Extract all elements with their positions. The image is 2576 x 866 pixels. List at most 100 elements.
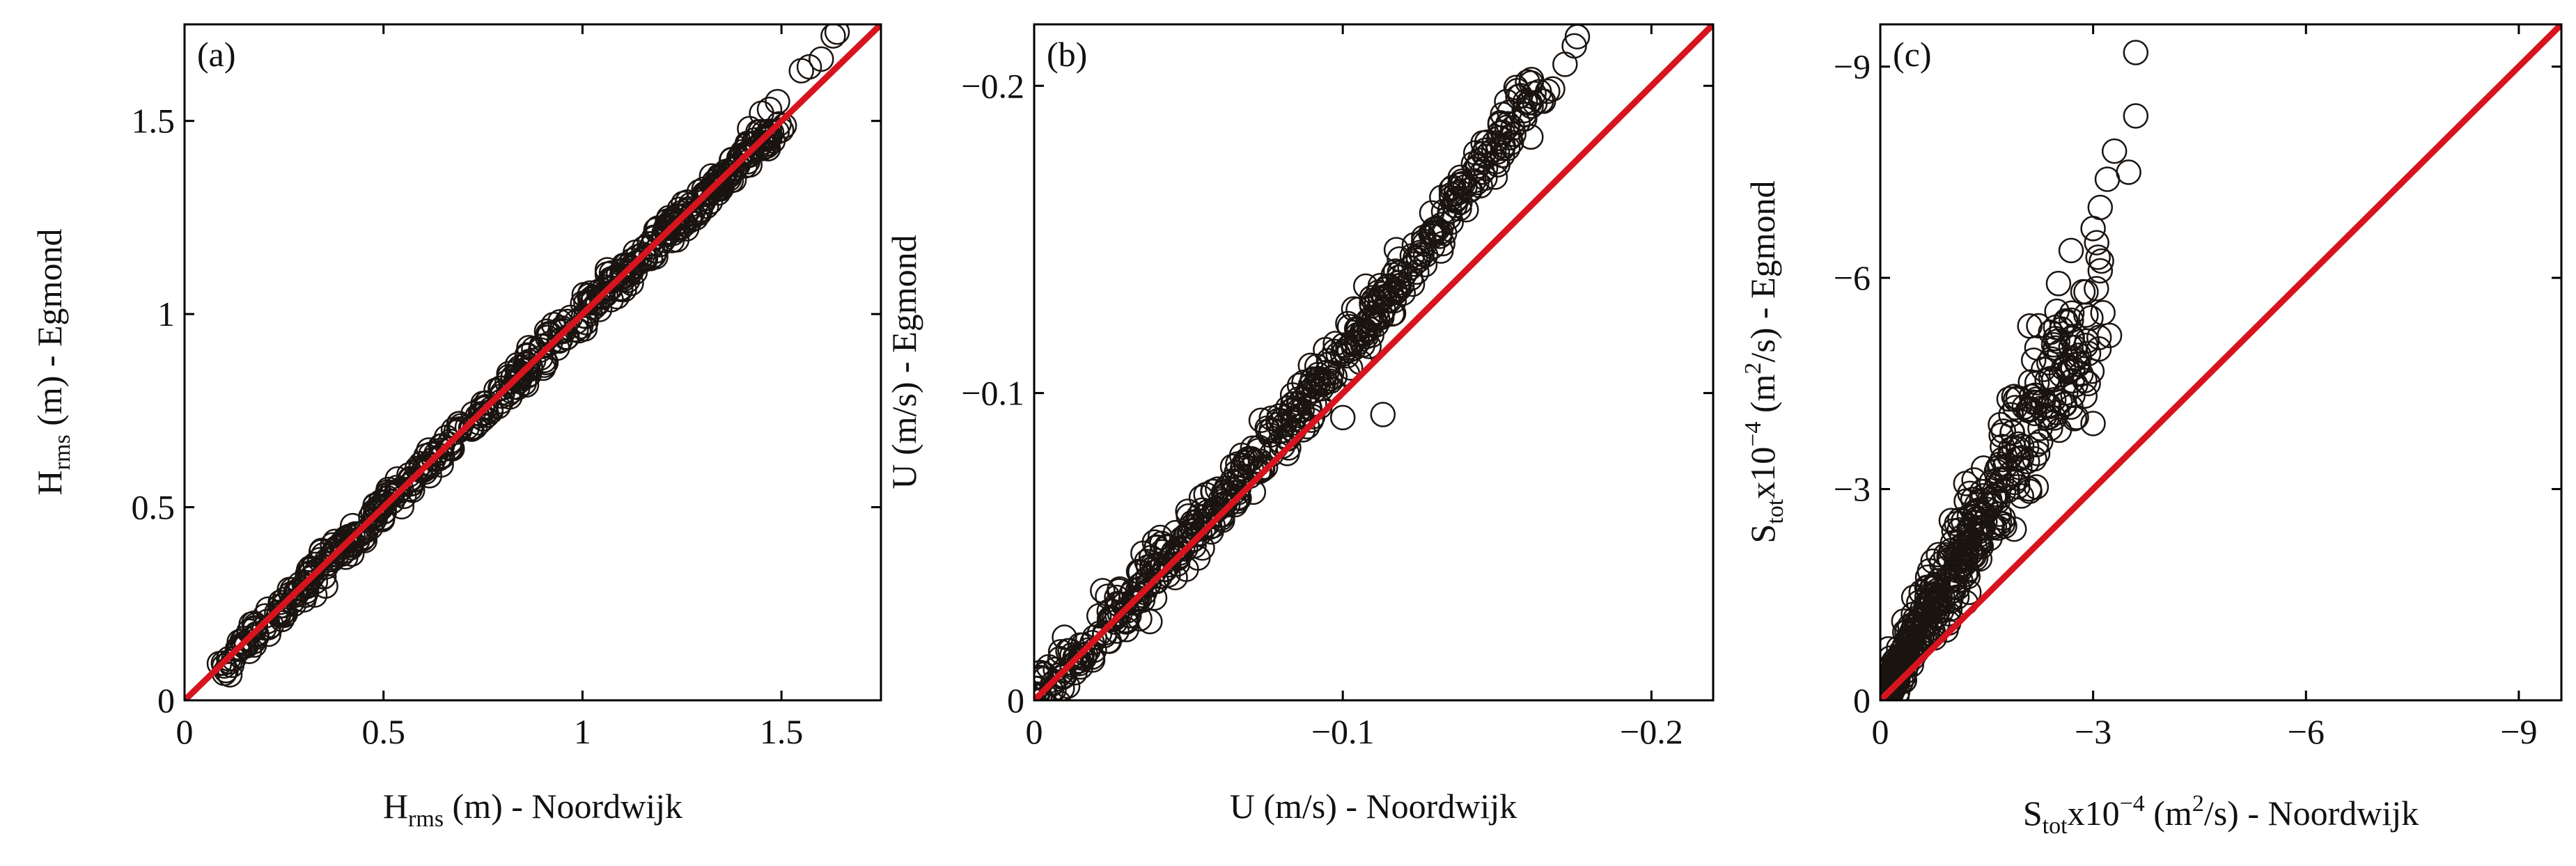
data-point-c bbox=[1953, 488, 1979, 514]
data-point-c bbox=[1925, 590, 1951, 617]
y-tick-label-a: 0 bbox=[157, 681, 175, 720]
data-point-c bbox=[2073, 279, 2099, 305]
data-point-b bbox=[1291, 386, 1317, 412]
data-point-a bbox=[217, 649, 243, 675]
data-point-c bbox=[1900, 601, 1926, 627]
data-point-c bbox=[1979, 514, 2005, 541]
data-point-c bbox=[1906, 590, 1932, 615]
data-point-c bbox=[2058, 237, 2084, 264]
data-point-a bbox=[504, 358, 531, 384]
data-point-c bbox=[2015, 397, 2041, 423]
panel-a: 0 0.5 1 1.5 0 0.5 1 1.5 (a) Hrms (m) - Noordwij… bbox=[30, 23, 882, 832]
y-tick-label-b: 0 bbox=[1007, 681, 1024, 720]
data-point-b bbox=[1474, 129, 1500, 155]
x-tick-label-a: 0 bbox=[176, 712, 194, 751]
data-point-c bbox=[1880, 688, 1899, 700]
data-point-c bbox=[1983, 458, 2010, 485]
data-point-c bbox=[1932, 556, 1958, 581]
x-tick-label-a: 0.5 bbox=[361, 712, 405, 751]
data-point-c bbox=[2017, 478, 2043, 504]
data-point-b bbox=[1503, 74, 1529, 101]
data-point-c bbox=[1969, 487, 1995, 514]
data-point-c bbox=[1880, 691, 1894, 700]
data-point-a bbox=[454, 414, 481, 440]
data-point-b bbox=[1178, 514, 1204, 540]
data-point-c bbox=[1992, 513, 2017, 540]
data-point-c bbox=[2059, 300, 2085, 326]
data-point-c bbox=[1941, 518, 1967, 544]
data-point-b bbox=[1176, 503, 1201, 529]
data-point-b bbox=[1121, 587, 1147, 613]
data-point-c bbox=[1880, 689, 1898, 700]
x-tick-label-a: 1.5 bbox=[760, 712, 804, 751]
data-point-c bbox=[2084, 230, 2109, 255]
data-point-b bbox=[1329, 404, 1356, 431]
x-tick-label-a: 1 bbox=[574, 712, 591, 751]
data-point-b bbox=[1052, 624, 1077, 650]
data-point-b bbox=[1274, 441, 1300, 466]
data-point-a bbox=[756, 96, 783, 123]
data-point-a bbox=[824, 24, 850, 45]
data-point-b bbox=[1386, 276, 1412, 301]
ticks-c: 0 −3 −6 −9 0 −3 −6 −9 bbox=[1834, 24, 2561, 751]
data-point-c bbox=[2123, 40, 2149, 65]
x-tick-label-c: 0 bbox=[1872, 712, 1889, 751]
data-point-b bbox=[1322, 363, 1348, 389]
data-point-b bbox=[1371, 284, 1398, 310]
data-point-a bbox=[765, 88, 790, 115]
data-point-a bbox=[619, 247, 645, 274]
data-point-a bbox=[467, 401, 494, 427]
x-axis-label-a: Hrms (m) - Noordwijk bbox=[383, 787, 682, 832]
data-point-c bbox=[2031, 356, 2056, 382]
data-point-b bbox=[1181, 526, 1207, 552]
data-point-c bbox=[1996, 386, 2022, 412]
data-point-c bbox=[2085, 244, 2111, 270]
axes-frame-a bbox=[183, 23, 882, 702]
data-point-a bbox=[593, 281, 619, 308]
data-point-b bbox=[1075, 637, 1101, 663]
data-point-a bbox=[358, 504, 384, 530]
y-tick-label-c: −3 bbox=[1834, 470, 1871, 509]
data-point-c bbox=[2068, 361, 2094, 387]
data-point-c bbox=[2123, 103, 2149, 129]
ticks-a: 0 0.5 1 1.5 0 0.5 1 1.5 bbox=[132, 24, 881, 751]
data-point-c bbox=[2024, 370, 2050, 395]
data-point-c bbox=[1953, 535, 1980, 560]
x-tick-label-c: −9 bbox=[2500, 712, 2537, 751]
x-tick-label-c: −6 bbox=[2288, 712, 2325, 751]
data-point-b bbox=[1487, 120, 1513, 146]
data-point-c bbox=[2080, 216, 2106, 242]
data-point-c bbox=[2074, 328, 2100, 354]
plot-area-b bbox=[1034, 24, 1713, 700]
data-point-b bbox=[1249, 457, 1275, 482]
data-point-a bbox=[242, 615, 268, 640]
data-point-c bbox=[1966, 531, 1992, 557]
data-point-a bbox=[489, 383, 515, 409]
panel-label-a: (a) bbox=[197, 35, 236, 74]
data-point-c bbox=[2090, 299, 2116, 326]
data-point-a bbox=[572, 316, 598, 342]
data-point-c bbox=[1986, 501, 2012, 527]
data-point-c bbox=[2072, 368, 2098, 393]
data-point-b bbox=[1370, 402, 1396, 427]
data-point-a bbox=[272, 587, 297, 613]
data-point-c bbox=[1990, 434, 2015, 459]
data-point-b bbox=[1361, 287, 1387, 313]
data-point-b bbox=[1294, 414, 1320, 440]
data-point-c bbox=[2087, 194, 2114, 221]
data-point-c bbox=[1983, 486, 2009, 512]
data-point-a bbox=[414, 455, 440, 481]
data-point-b bbox=[1494, 88, 1520, 115]
panel-b: 0 −0.1 −0.2 0 −0.1 −0.2 (b) U (m/s) - Noordwi… bbox=[884, 23, 1715, 826]
data-point-a bbox=[338, 528, 364, 554]
data-point-b bbox=[1419, 200, 1445, 226]
data-point-a bbox=[656, 214, 682, 241]
data-point-c bbox=[2024, 441, 2051, 466]
data-point-c bbox=[2027, 416, 2053, 441]
data-point-c bbox=[2034, 368, 2060, 393]
data-point-b bbox=[1552, 52, 1578, 77]
data-point-c bbox=[1922, 589, 1949, 615]
data-point-a bbox=[331, 533, 357, 559]
data-point-b bbox=[1495, 111, 1521, 137]
data-point-b bbox=[1232, 449, 1258, 475]
